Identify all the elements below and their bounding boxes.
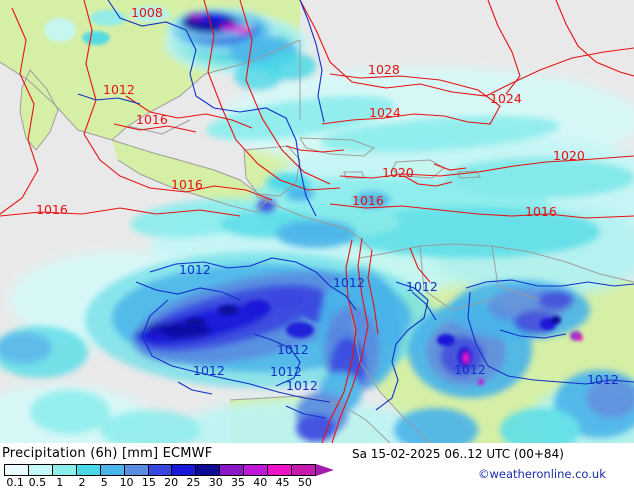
tick-10: 10 <box>119 476 134 489</box>
colorbar-swatch-25 <box>196 465 221 475</box>
isobar-label-1024-6: 1024 <box>490 91 522 106</box>
tick-50: 50 <box>297 476 312 489</box>
tick-1: 1 <box>56 476 64 489</box>
colorbar-swatch-35 <box>244 465 269 475</box>
colorbar-swatch-0.1 <box>5 465 29 475</box>
isobar-label-1016-10: 1016 <box>352 193 384 208</box>
tick-2: 2 <box>78 476 86 489</box>
colorbar-swatch-30 <box>220 465 245 475</box>
colorbar-swatch-0.5 <box>28 465 53 475</box>
isobar-layer-blue <box>77 0 634 419</box>
isobar-label-1020-8: 1020 <box>553 148 585 163</box>
isobar-label-1012-1: 1012 <box>103 82 135 97</box>
tick-5: 5 <box>100 476 108 489</box>
colorbar <box>4 464 334 476</box>
colorbar-swatch-5 <box>100 465 125 475</box>
coastline-layer <box>0 39 634 443</box>
colorbar-swatches <box>4 464 316 476</box>
tick-0.1: 0.1 <box>6 476 24 489</box>
isobar-label-1028-5: 1028 <box>368 62 400 77</box>
colorbar-swatch-10 <box>124 465 149 475</box>
isobar-label-1012-20: 1012 <box>587 372 619 387</box>
isobar-label-1016-11: 1016 <box>525 204 557 219</box>
colorbar-swatch-2 <box>76 465 101 475</box>
isobar-label-1012-12: 1012 <box>179 262 211 277</box>
isobar-label-1016-4: 1016 <box>36 202 68 217</box>
isobar-label-1012-13: 1012 <box>333 275 365 290</box>
tick-30: 30 <box>208 476 223 489</box>
colorbar-swatch-15 <box>148 465 173 475</box>
isobar-layer-red <box>0 0 634 443</box>
tick-40: 40 <box>253 476 268 489</box>
isobar-label-1012-17: 1012 <box>270 364 302 379</box>
colorbar-swatch-1 <box>52 465 77 475</box>
isobar-label-1016-3: 1016 <box>171 177 203 192</box>
map-canvas[interactable]: 1008101210161016101610281024102410201020… <box>0 0 634 443</box>
tick-20: 20 <box>164 476 179 489</box>
tick-45: 45 <box>275 476 290 489</box>
colorbar-swatch-20 <box>172 465 197 475</box>
isobar-label-1020-9: 1020 <box>382 165 414 180</box>
colorbar-swatch-45 <box>292 465 315 475</box>
tick-25: 25 <box>186 476 201 489</box>
precipitation-field <box>0 6 634 443</box>
colorbar-tick-labels: 0.1 0.5 1 2 5 10 15 20 25 30 35 40 45 50 <box>0 476 334 490</box>
isobar-label-1024-7: 1024 <box>369 105 401 120</box>
isobar-label-1012-16: 1012 <box>193 363 225 378</box>
colorbar-swatch-40 <box>268 465 293 475</box>
isobar-label-1012-15: 1012 <box>277 342 309 357</box>
tick-0.5: 0.5 <box>28 476 47 489</box>
precipitation-map[interactable]: 1008 1012 1016 1016 1016 1028 1024 1024 1020 1020… <box>0 0 634 443</box>
model-run-date: Sa 15-02-2025 06..12 UTC (00+84) <box>352 447 564 461</box>
isobar-label-group: 1008101210161016101610281024102410201020… <box>36 5 619 393</box>
legend-title: Precipitation (6h) [mm] ECMWF <box>2 446 213 461</box>
tick-35: 35 <box>231 476 245 489</box>
isobar-label-1012-19: 1012 <box>454 362 486 377</box>
copyright-notice: ©weatheronline.co.uk <box>478 467 606 481</box>
tick-15: 15 <box>141 476 156 489</box>
colorbar-overflow-arrow-icon <box>316 464 334 476</box>
isobar-label-1012-18: 1012 <box>286 378 318 393</box>
isobar-label-1012-14: 1012 <box>406 279 438 294</box>
map-footer: Precipitation (6h) [mm] ECMWF 0.1 0.5 1 2 5 1… <box>0 443 634 490</box>
isobar-label-1008-0: 1008 <box>131 5 163 20</box>
isobar-label-1016-2: 1016 <box>136 112 168 127</box>
